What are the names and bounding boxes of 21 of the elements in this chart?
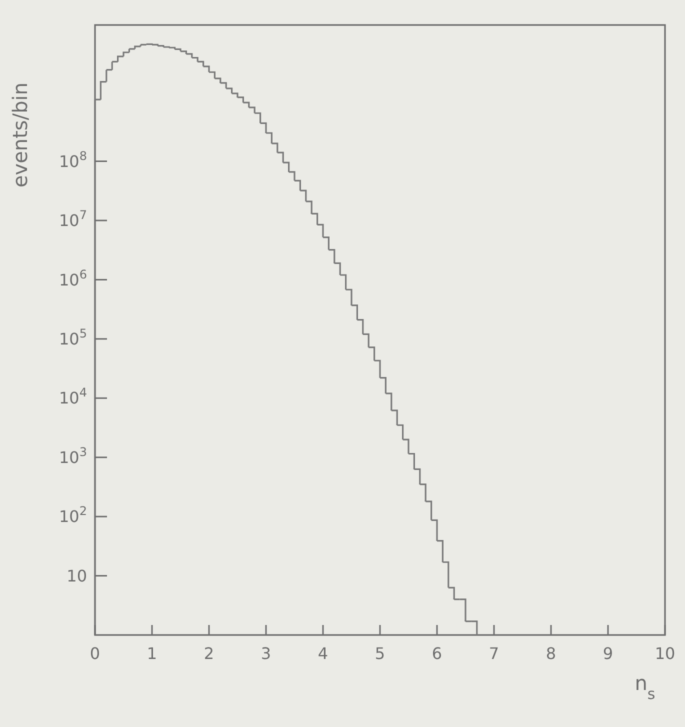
y-tick-label: 10$^{8}$ <box>59 148 87 171</box>
x-tick-label: 9 <box>602 644 614 663</box>
y-axis-title: events/bin <box>8 82 32 188</box>
x-tick-label: 6 <box>432 644 442 663</box>
y-tick-label: 10 <box>66 566 87 586</box>
x-tick-label: 3 <box>260 644 272 663</box>
y-tick-label: 10$^{4}$ <box>59 386 87 408</box>
x-tick-label: 4 <box>318 644 328 663</box>
x-tick-label: 2 <box>204 644 214 663</box>
x-tick-label: 8 <box>546 644 556 663</box>
x-tick-label: 7 <box>488 644 500 663</box>
y-tick-label: 10$^{2}$ <box>59 504 87 526</box>
x-tick-label: 5 <box>374 644 386 663</box>
y-tick-label: 10$^{3}$ <box>59 444 87 467</box>
x-tick-label: 10 <box>654 644 676 663</box>
y-tick-label: 10$^{7}$ <box>59 208 87 230</box>
y-tick-label: 10$^{5}$ <box>59 326 87 349</box>
x-axis-title: n$_{s}$ <box>634 671 656 703</box>
x-tick-label: 1 <box>146 644 158 663</box>
y-tick-label: 10$^{6}$ <box>59 267 87 290</box>
x-tick-label: 0 <box>90 644 100 663</box>
